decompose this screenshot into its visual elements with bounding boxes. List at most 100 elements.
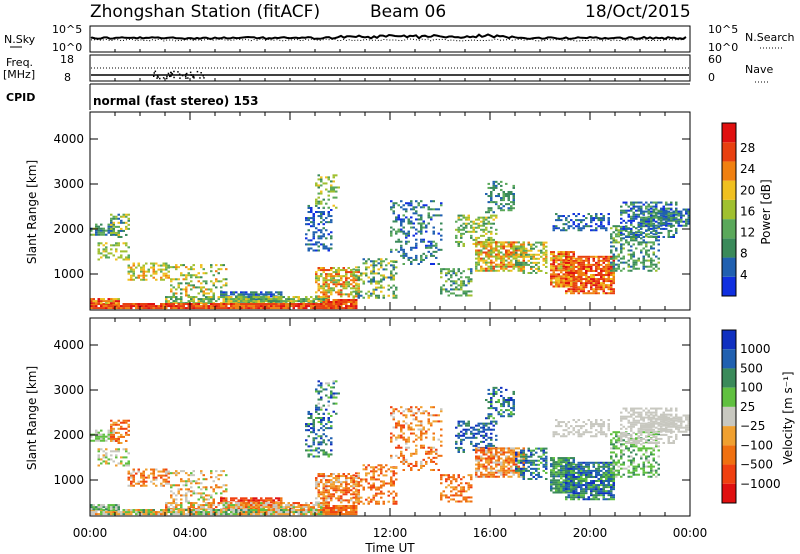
echo-cell	[385, 264, 388, 267]
echo-cell	[400, 254, 403, 257]
echo-cell	[200, 513, 203, 516]
echo-cell	[112, 421, 115, 424]
echo-cell	[452, 270, 455, 273]
echo-cell	[332, 186, 335, 189]
echo-cell	[667, 207, 670, 210]
nave-point	[184, 75, 187, 78]
echo-cell	[490, 241, 493, 244]
echo-cell	[217, 296, 220, 299]
echo-cell	[332, 396, 335, 399]
echo-cell	[97, 307, 100, 310]
echo-cell	[115, 421, 118, 424]
echo-cell	[615, 263, 618, 266]
echo-cell	[345, 271, 348, 274]
echo-cell	[260, 499, 263, 502]
echo-cell	[107, 252, 110, 255]
echo-cell	[647, 220, 650, 223]
echo-cell	[330, 449, 333, 452]
echo-cell	[635, 205, 638, 208]
echo-cell	[117, 437, 120, 440]
echo-cell	[405, 202, 408, 205]
echo-cell	[405, 216, 408, 219]
echo-cell	[325, 237, 328, 240]
echo-cell	[512, 249, 515, 252]
echo-cell	[637, 221, 640, 224]
nsearch-tick-bottom: 10^0	[708, 41, 738, 54]
echo-cell	[127, 513, 130, 516]
echo-cell	[225, 291, 228, 294]
echo-cell	[142, 482, 145, 485]
echo-cell	[552, 261, 555, 264]
echo-cell	[212, 274, 215, 277]
echo-cell	[120, 433, 123, 436]
echo-cell	[95, 429, 98, 432]
echo-cell	[180, 511, 183, 514]
echo-cell	[332, 277, 335, 280]
echo-cell	[397, 250, 400, 253]
echo-cell	[645, 205, 648, 208]
echo-cell	[350, 291, 353, 294]
echo-cell	[417, 222, 420, 225]
echo-cell	[532, 247, 535, 250]
echo-cell	[320, 390, 323, 393]
echo-cell	[672, 211, 675, 214]
echo-cell	[410, 222, 413, 225]
echo-cell	[337, 479, 340, 482]
echo-cell	[185, 494, 188, 497]
echo-cell	[152, 478, 155, 481]
echo-cell	[145, 303, 148, 306]
echo-cell	[600, 225, 603, 228]
echo-cell	[487, 238, 490, 241]
echo-cell	[467, 268, 470, 271]
echo-cell	[317, 380, 320, 383]
echo-cell	[137, 264, 140, 267]
echo-cell	[332, 303, 335, 306]
echo-cell	[400, 230, 403, 233]
echo-cell	[97, 231, 100, 234]
echo-cell	[385, 258, 388, 261]
echo-cell	[325, 475, 328, 478]
echo-cell	[432, 262, 435, 265]
echo-cell	[185, 472, 188, 475]
echo-cell	[100, 300, 103, 303]
echo-cell	[200, 504, 203, 507]
echo-cell	[242, 513, 245, 516]
echo-cell	[300, 303, 303, 306]
echo-cell	[655, 216, 658, 219]
echo-cell	[497, 251, 500, 254]
echo-cell	[595, 223, 598, 226]
echo-cell	[582, 227, 585, 230]
echo-cell	[260, 293, 263, 296]
echo-cell	[242, 291, 245, 294]
echo-cell	[285, 303, 288, 306]
echo-cell	[367, 464, 370, 467]
echo-cell	[365, 498, 368, 501]
echo-cell	[665, 218, 668, 221]
echo-cell	[602, 261, 605, 264]
echo-cell	[280, 305, 283, 308]
echo-cell	[497, 263, 500, 266]
echo-cell	[665, 210, 668, 213]
echo-cell	[562, 285, 565, 288]
echo-cell	[212, 513, 215, 516]
echo-cell	[392, 264, 395, 267]
echo-cell	[355, 475, 358, 478]
echo-cell	[330, 453, 333, 456]
echo-cell	[212, 305, 215, 308]
echo-cell	[370, 278, 373, 281]
echo-cell	[292, 305, 295, 308]
echo-cell	[357, 271, 360, 274]
echo-cell	[642, 239, 645, 242]
echo-cell	[330, 421, 333, 424]
echo-cell	[345, 298, 348, 301]
echo-cell	[522, 267, 525, 270]
echo-cell	[182, 305, 185, 308]
echo-cell	[300, 504, 303, 507]
echo-cell	[305, 233, 308, 236]
echo-cell	[355, 480, 358, 483]
echo-cell	[112, 437, 115, 440]
echo-cell	[127, 227, 130, 230]
echo-cell	[615, 267, 618, 270]
echo-cell	[315, 277, 318, 280]
echo-cell	[462, 226, 465, 229]
